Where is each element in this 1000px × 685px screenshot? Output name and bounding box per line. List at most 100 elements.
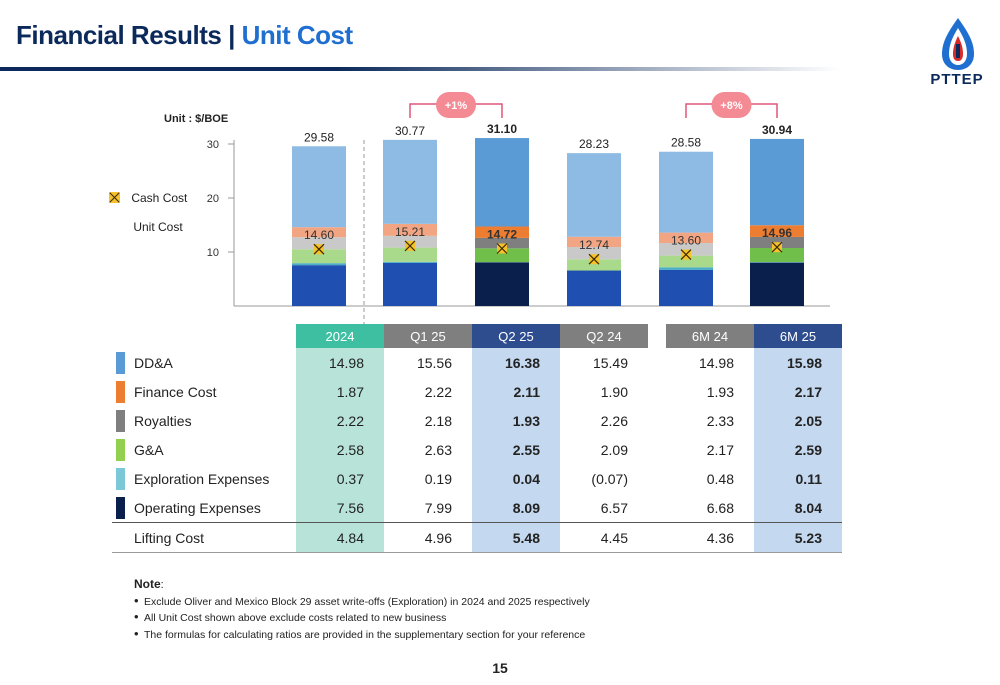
row-label-text: Royalties bbox=[134, 412, 192, 429]
finance-cost-segment bbox=[750, 225, 804, 237]
cash-cost-marker-cross bbox=[404, 240, 416, 252]
table-cell: 0.19 bbox=[424, 470, 452, 487]
exploration-segment bbox=[750, 261, 804, 263]
series-swatch bbox=[116, 381, 125, 403]
table-row-lifting-cost: Lifting Cost 4.84 4.96 5.48 4.45 4.36 5.23 bbox=[112, 522, 842, 553]
finance-cost-segment bbox=[292, 227, 346, 238]
table-row: DD&A 14.98 15.56 16.38 15.49 14.98 15.98 bbox=[112, 348, 842, 377]
row-label-text: Operating Expenses bbox=[134, 499, 261, 516]
unit-cost-total-label: 29.58 bbox=[304, 130, 334, 144]
table-cell: 15.49 bbox=[592, 354, 628, 371]
row-label-text: G&A bbox=[134, 441, 164, 458]
logo-text: PTTEP bbox=[930, 71, 984, 88]
legend-cash-cost: Cash Cost bbox=[109, 190, 187, 205]
table-cell: 5.48 bbox=[472, 522, 560, 553]
column-gap bbox=[648, 435, 666, 464]
unit-cost-chart: 10 20 30 29.58 14.60 30.77 15.21 31.10 14.72 28.2… bbox=[207, 92, 830, 330]
table-cell: 7.99 bbox=[424, 499, 452, 516]
exploration-segment bbox=[383, 261, 437, 263]
table-cell: 4.96 bbox=[384, 522, 472, 553]
legend-cash-cost-label: Cash Cost bbox=[131, 190, 188, 205]
dda-segment bbox=[475, 138, 529, 227]
col-header-q2-25: Q2 25 bbox=[472, 324, 560, 348]
cash-cost-marker-cross bbox=[771, 241, 783, 253]
notes-heading: Note bbox=[134, 577, 161, 591]
legend-unit-cost: Unit Cost bbox=[92, 219, 183, 234]
table-cell: 4.45 bbox=[560, 522, 648, 553]
opex-segment bbox=[383, 262, 437, 306]
table-row: Operating Expenses 7.56 7.99 8.09 6.57 6.68 8.… bbox=[112, 493, 842, 523]
table-row: Royalties 2.22 2.18 1.93 2.26 2.33 2.05 bbox=[112, 406, 842, 435]
unit-cost-total-label: 28.23 bbox=[579, 137, 609, 151]
page-title: Financial Results | Unit Cost bbox=[16, 20, 353, 51]
row-label-text: Exploration Expenses bbox=[134, 470, 270, 487]
table-cell: 16.38 bbox=[472, 348, 560, 377]
ga-segment bbox=[475, 248, 529, 263]
opex-segment bbox=[750, 262, 804, 306]
col-header-6m-25: 6M 25 bbox=[754, 324, 842, 348]
unit-cost-total-label: 31.10 bbox=[487, 122, 517, 136]
cash-cost-value-label: 14.72 bbox=[487, 228, 517, 242]
ga-segment bbox=[750, 248, 804, 262]
legend-unit-cost-label: Unit Cost bbox=[133, 219, 183, 234]
ga-segment bbox=[567, 259, 621, 271]
royalties-segment bbox=[659, 243, 713, 256]
row-label: Operating Expenses bbox=[112, 493, 296, 523]
pttep-flame-icon bbox=[942, 18, 974, 70]
table-row: G&A 2.58 2.63 2.55 2.09 2.17 2.59 bbox=[112, 435, 842, 464]
dda-segment bbox=[292, 146, 346, 228]
table-cell: 2.63 bbox=[424, 441, 452, 458]
col-header-q1-25: Q1 25 bbox=[384, 324, 472, 348]
notes: Note: Exclude Oliver and Mexico Block 29… bbox=[134, 576, 590, 643]
table-cell: 5.23 bbox=[754, 522, 842, 553]
table-cell: 0.04 bbox=[472, 464, 560, 493]
cash-cost-marker-cross bbox=[588, 253, 600, 265]
table-cell: 2.58 bbox=[296, 435, 384, 464]
dda-segment bbox=[567, 153, 621, 237]
note-item: Exclude Oliver and Mexico Block 29 asset… bbox=[134, 593, 590, 611]
table-cell: 8.09 bbox=[472, 493, 560, 523]
page-number: 15 bbox=[492, 660, 508, 676]
table-cell: 8.04 bbox=[754, 493, 842, 523]
column-gap bbox=[648, 464, 666, 493]
series-swatch bbox=[116, 468, 125, 490]
dda-segment bbox=[659, 151, 713, 233]
row-label-text: Finance Cost bbox=[134, 383, 217, 400]
cash-cost-value-label: 14.60 bbox=[304, 228, 334, 242]
finance-cost-segment bbox=[475, 226, 529, 238]
table-cell: 4.84 bbox=[296, 522, 384, 553]
col-header-q2-24: Q2 24 bbox=[560, 324, 648, 348]
unit-cost-total-label: 30.77 bbox=[395, 124, 425, 138]
opex-segment bbox=[567, 270, 621, 306]
y-tick-label: 30 bbox=[207, 139, 219, 151]
row-label: Lifting Cost bbox=[112, 522, 296, 553]
unit-cost-total-label: 28.58 bbox=[671, 136, 701, 150]
comparison-badge-label: +8% bbox=[720, 100, 743, 112]
cash-cost-marker-cross bbox=[313, 243, 325, 255]
table-cell: 1.87 bbox=[296, 377, 384, 406]
row-label-text: Lifting Cost bbox=[134, 529, 205, 546]
cash-cost-value-label: 14.96 bbox=[762, 226, 792, 240]
table-cell: 2.59 bbox=[754, 435, 842, 464]
opex-segment bbox=[659, 269, 713, 306]
unit-cost-table: 2024 Q1 25 Q2 25 Q2 24 6M 24 6M 25 DD&A 1… bbox=[112, 324, 842, 553]
table-cell: 4.36 bbox=[666, 522, 754, 553]
row-label: Finance Cost bbox=[112, 377, 296, 406]
table-cell: 2.17 bbox=[754, 377, 842, 406]
title-part1: Financial Results | bbox=[16, 20, 235, 50]
table-cell: 15.98 bbox=[754, 348, 842, 377]
cash-cost-marker-icon bbox=[109, 192, 120, 204]
table-cell: 2.11 bbox=[472, 377, 560, 406]
exploration-segment bbox=[292, 263, 346, 266]
table-cell: 0.37 bbox=[296, 464, 384, 493]
table-cell: 14.98 bbox=[296, 348, 384, 377]
table-cell: 6.57 bbox=[600, 499, 628, 516]
unit-label: Unit : $/BOE bbox=[164, 113, 229, 125]
ga-segment bbox=[659, 255, 713, 268]
comparison-badge bbox=[436, 92, 476, 118]
cash-cost-value-label: 15.21 bbox=[395, 225, 425, 239]
column-gap bbox=[648, 493, 666, 523]
table-row: Exploration Expenses 0.37 0.19 0.04 (0.07) 0.… bbox=[112, 464, 842, 493]
table-cell: 1.93 bbox=[706, 383, 734, 400]
table-cell: 14.98 bbox=[698, 354, 734, 371]
